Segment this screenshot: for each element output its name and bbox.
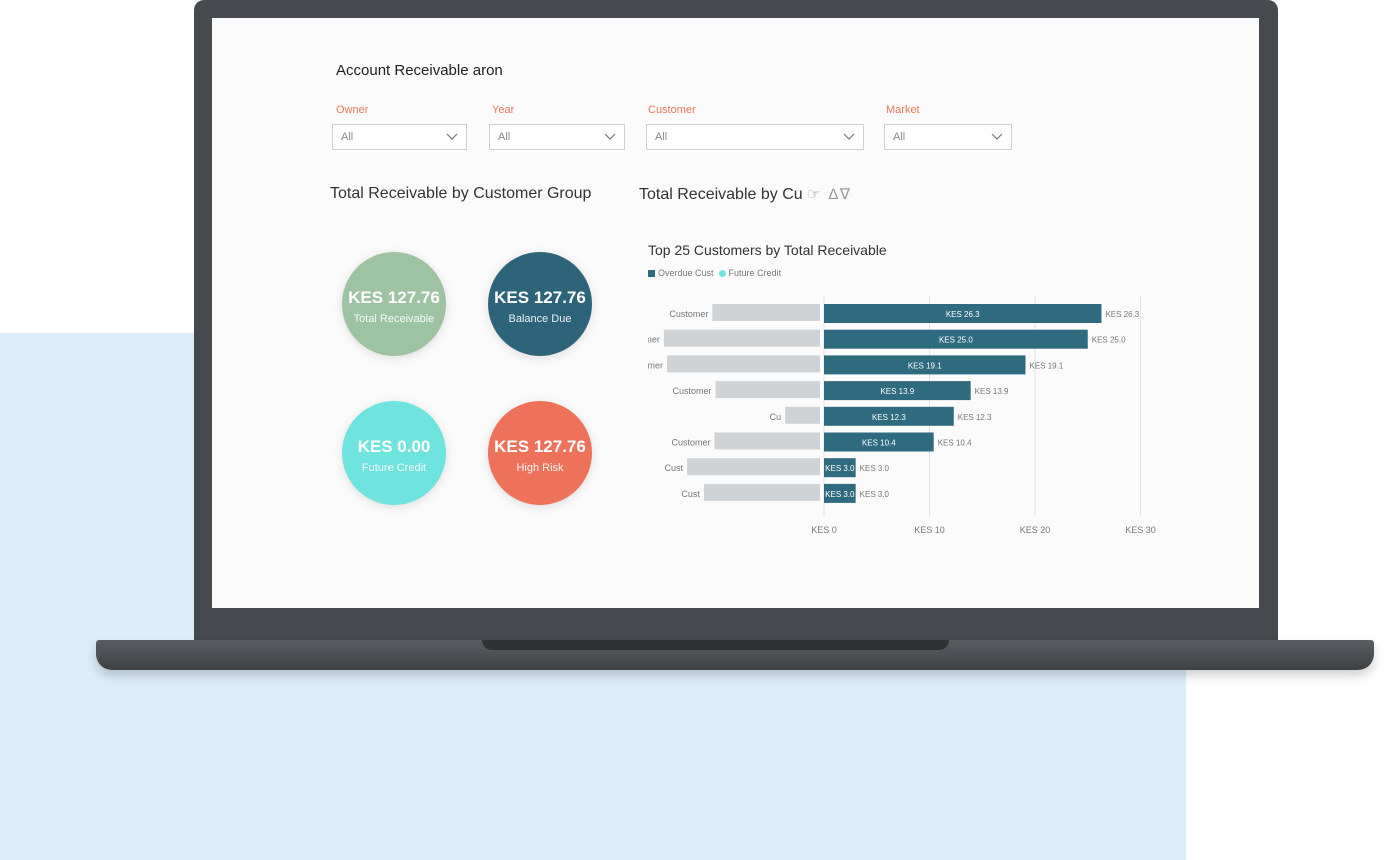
bar-end-label: KES 19.1 (1030, 361, 1064, 370)
kpi-label: Balance Due (508, 313, 572, 325)
filter-owner-value: All (341, 131, 354, 143)
filter-market-value: All (893, 131, 906, 143)
bar-end-label: KES 25.0 (1092, 336, 1126, 345)
future-credit-bar (712, 304, 820, 321)
overdue-bar (824, 483, 856, 503)
kpi-high-risk: KES 127.76 High Risk (488, 401, 592, 505)
kpi-value: KES 0.00 (357, 437, 431, 456)
kpi-value: KES 127.76 (494, 437, 586, 456)
category-label: Cu (770, 412, 782, 422)
filter-customer-label: Customer (648, 104, 696, 116)
future-credit-bar (715, 381, 820, 399)
future-credit-bar (687, 458, 820, 476)
category-label: Customer (648, 335, 660, 345)
filter-customer-value: All (655, 131, 668, 143)
future-credit-bar (785, 406, 820, 424)
x-tick-label: KES 30 (1125, 525, 1156, 535)
kpi-value: KES 127.76 (494, 288, 586, 307)
future-credit-bar (667, 355, 820, 373)
filter-year-dropdown[interactable]: All (489, 124, 625, 150)
kpi-label: Future Credit (361, 462, 427, 474)
bar-data-label: KES 10.4 (862, 439, 896, 448)
chevron-down-icon (843, 133, 855, 140)
overdue-bar (824, 329, 1088, 349)
category-label: Cust (665, 463, 684, 473)
kpi-label: Total Receivable (353, 313, 435, 325)
chevron-down-icon (991, 133, 1003, 140)
laptop-screen: Account Receivable aron Owner All Year A… (212, 18, 1259, 608)
kpi-future-credit: KES 0.00 Future Credit (342, 401, 446, 505)
legend-swatch-future (718, 270, 726, 278)
chart-legend: Overdue Cust Future Credit (648, 268, 781, 278)
filter-market-label: Market (886, 104, 920, 116)
overdue-bar (824, 406, 954, 426)
filter-owner-dropdown[interactable]: All (332, 124, 467, 150)
category-label: Customer (669, 309, 708, 319)
x-tick-label: KES 20 (1020, 525, 1051, 535)
bar-data-label: KES 12.3 (872, 413, 906, 422)
receivable-bar-chart: KES 0 KES 10 KES 20 KES 30 Customer KES 26.3 K… (648, 296, 1156, 535)
x-tick-label: KES 0 (811, 525, 837, 535)
legend-label-future: Future Credit (728, 268, 782, 278)
bar-data-label: KES 25.0 (939, 336, 973, 345)
kpi-label: High Risk (516, 462, 564, 474)
bar-end-label: KES 26.3 (1105, 310, 1139, 319)
kpi-total-receivable: KES 127.76 Total Receivable (342, 252, 446, 356)
overdue-bar (824, 304, 1102, 323)
chevron-down-icon (604, 133, 616, 140)
legend-label-overdue: Overdue Cust (658, 268, 714, 278)
category-label: Cust (681, 489, 700, 499)
filter-customer-dropdown[interactable]: All (646, 124, 864, 150)
category-label: Customer (648, 360, 663, 370)
filter-year-label: Year (492, 104, 515, 116)
report-title: Account Receivable aron (336, 62, 503, 79)
future-credit-bar (714, 432, 820, 450)
legend-swatch-overdue (648, 270, 655, 278)
chevron-down-icon (446, 133, 458, 140)
section-title-customer-group: Total Receivable by Customer Group (330, 185, 592, 202)
filter-market-dropdown[interactable]: All (884, 124, 1012, 150)
cursor-icon: ☞ ∆∇ (807, 186, 852, 203)
overdue-bar (824, 432, 934, 452)
kpi-balance-due: KES 127.76 Balance Due (488, 252, 592, 356)
future-credit-bar (703, 483, 820, 501)
bar-end-label: KES 3.0 (860, 490, 890, 499)
filter-year-value: All (498, 131, 511, 143)
bar-end-label: KES 13.9 (975, 387, 1009, 396)
bar-data-label: KES 13.9 (880, 387, 914, 396)
bar-data-label: KES 3.0 (825, 464, 855, 473)
bar-end-label: KES 12.3 (958, 413, 992, 422)
bar-end-label: KES 10.4 (938, 439, 972, 448)
laptop-notch (482, 640, 949, 650)
x-tick-label: KES 10 (914, 525, 945, 535)
category-label: Customer (673, 386, 712, 396)
overdue-bar (824, 355, 1026, 375)
bar-data-label: KES 19.1 (908, 361, 942, 370)
overdue-bar (824, 458, 856, 478)
section-title-customer-text: Total Receivable by Cu (639, 186, 803, 203)
section-title-customer: Total Receivable by Cu ☞ ∆∇ (639, 185, 852, 204)
chart-title: Top 25 Customers by Total Receivable (648, 242, 887, 258)
category-label: Customer (671, 438, 710, 448)
bar-data-label: KES 26.3 (946, 310, 980, 319)
overdue-bar (824, 381, 971, 401)
bar-data-label: KES 3.0 (825, 490, 855, 499)
bar-end-label: KES 3.0 (860, 464, 890, 473)
future-credit-bar (663, 329, 820, 347)
kpi-value: KES 127.76 (348, 288, 440, 307)
filter-owner-label: Owner (336, 104, 369, 116)
